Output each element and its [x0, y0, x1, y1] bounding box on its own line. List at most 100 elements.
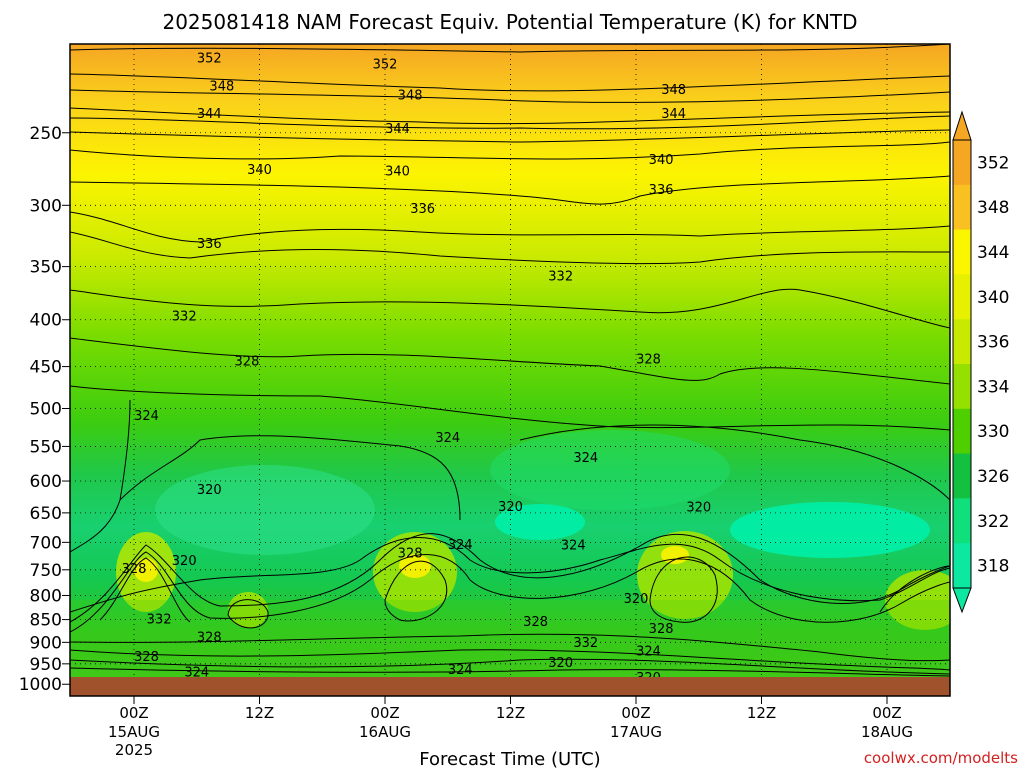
contour-label: 324 — [561, 539, 586, 554]
x-tick-hour: 12Z — [245, 704, 274, 722]
colorbar-swatch — [953, 543, 971, 589]
contour-label: 344 — [661, 107, 686, 122]
contour-320b — [519, 424, 950, 501]
contour-328d — [70, 633, 950, 662]
contour-label: 340 — [247, 163, 272, 178]
y-tick-label: 400 — [30, 311, 62, 331]
contour-352 — [70, 44, 950, 53]
x-tick-date: 17AUG — [610, 723, 662, 741]
colorbar-label: 322 — [977, 512, 1009, 532]
colorbar-swatch — [953, 408, 971, 455]
x-tick-date: 15AUG — [108, 723, 160, 741]
cool-pocket — [730, 502, 930, 558]
contour-label: 328 — [523, 615, 548, 630]
x-tick-hour: 00Z — [370, 704, 399, 722]
x-axis-label: Forecast Time (UTC) — [419, 749, 600, 768]
contour-332d — [384, 560, 448, 622]
contour-332c — [99, 557, 191, 623]
colorbar-swatch — [953, 453, 971, 499]
contour-label: 328 — [649, 622, 674, 637]
colorbar-bottom-arrow — [952, 587, 972, 614]
theta-e-field — [70, 44, 950, 696]
x-tick-hour: 00Z — [872, 704, 901, 722]
contour-336b — [70, 211, 950, 243]
warm-core — [399, 554, 431, 578]
contour-label: 320 — [686, 501, 711, 516]
y-tick-label: 500 — [30, 400, 62, 420]
contour-336 — [70, 175, 950, 205]
y-tick-label: 250 — [30, 124, 62, 144]
contour-label: 344 — [385, 122, 410, 137]
plot-area: 352 352 348 348 348 344 344 344 340 340 340 336 336 3… — [70, 44, 950, 696]
contour-label: 324 — [448, 663, 473, 678]
contour-label: 324 — [573, 451, 598, 466]
y-tick-label: 1000 — [19, 675, 62, 695]
contour-label: 320 — [172, 554, 197, 569]
contour-320d — [879, 565, 950, 613]
contour-324c — [70, 533, 950, 623]
colorbar-label: 330 — [977, 422, 1009, 442]
contour-label: 320 — [624, 592, 649, 607]
colorbar-swatch — [953, 274, 971, 320]
contour-label: 332 — [147, 613, 172, 628]
y-tick-label: 450 — [30, 358, 62, 378]
contour-label: 348 — [398, 88, 423, 103]
contour-320c — [70, 537, 950, 613]
y-tick-label: 600 — [30, 472, 62, 492]
x-tick-date: 18AUG — [861, 723, 913, 741]
colorbar-label: 326 — [977, 467, 1009, 487]
contour-label: 328 — [134, 650, 159, 665]
contour-label: 352 — [197, 52, 222, 67]
contour-label: 328 — [398, 546, 423, 561]
contour-label: 328 — [122, 562, 147, 577]
cool-pocket — [490, 430, 730, 510]
contour-324 — [70, 385, 950, 431]
contour-label: 352 — [373, 57, 398, 72]
colorbar-label: 340 — [977, 288, 1009, 308]
contour-332b — [70, 288, 950, 329]
y-tick-label: 350 — [30, 258, 62, 278]
contour-label: 340 — [385, 165, 410, 180]
colorbar-label: 318 — [977, 557, 1009, 577]
warm-core — [885, 570, 950, 630]
contour-328b — [70, 551, 950, 633]
contour-label: 336 — [649, 183, 674, 198]
colorbar-label: 336 — [977, 333, 1009, 353]
colorbar-swatch — [953, 184, 971, 231]
x-tick-date: 16AUG — [359, 723, 411, 741]
contour-320e — [70, 658, 950, 675]
x-tick-hour: 00Z — [119, 704, 148, 722]
y-tick-label: 850 — [30, 611, 62, 631]
contour-label: 324 — [636, 645, 661, 660]
contour-label: 320 — [197, 483, 222, 498]
contour-label: 348 — [209, 80, 234, 95]
chart-title: 2025081418 NAM Forecast Equiv. Potential… — [162, 10, 857, 34]
contour-lines — [70, 44, 950, 677]
contour-label: 332 — [548, 270, 573, 285]
y-tick-label: 700 — [30, 533, 62, 553]
warm-core — [661, 546, 689, 564]
cool-pocket — [155, 465, 375, 555]
colorbar-swatch — [953, 319, 971, 365]
contour-label: 320 — [498, 500, 523, 515]
contour-label: 324 — [184, 665, 209, 680]
contour-348b — [70, 89, 950, 103]
contour-332 — [70, 231, 950, 265]
contour-340 — [70, 141, 950, 160]
colorbar-frame — [952, 139, 972, 589]
contour-332e — [649, 556, 718, 623]
y-tick-label: 650 — [30, 504, 62, 524]
contour-label: 336 — [410, 202, 435, 217]
contour-label: 328 — [197, 631, 222, 646]
colorbar-swatch — [953, 498, 971, 544]
contour-label: 340 — [649, 153, 674, 168]
contour-label: 324 — [448, 538, 473, 553]
grid-lines — [70, 44, 950, 696]
colorbar-label: 352 — [977, 153, 1009, 173]
contour-label: 344 — [197, 107, 222, 122]
x-tick-hour: 12Z — [496, 704, 525, 722]
y-tick-label: 300 — [30, 196, 62, 216]
contour-label: 324 — [134, 409, 159, 424]
